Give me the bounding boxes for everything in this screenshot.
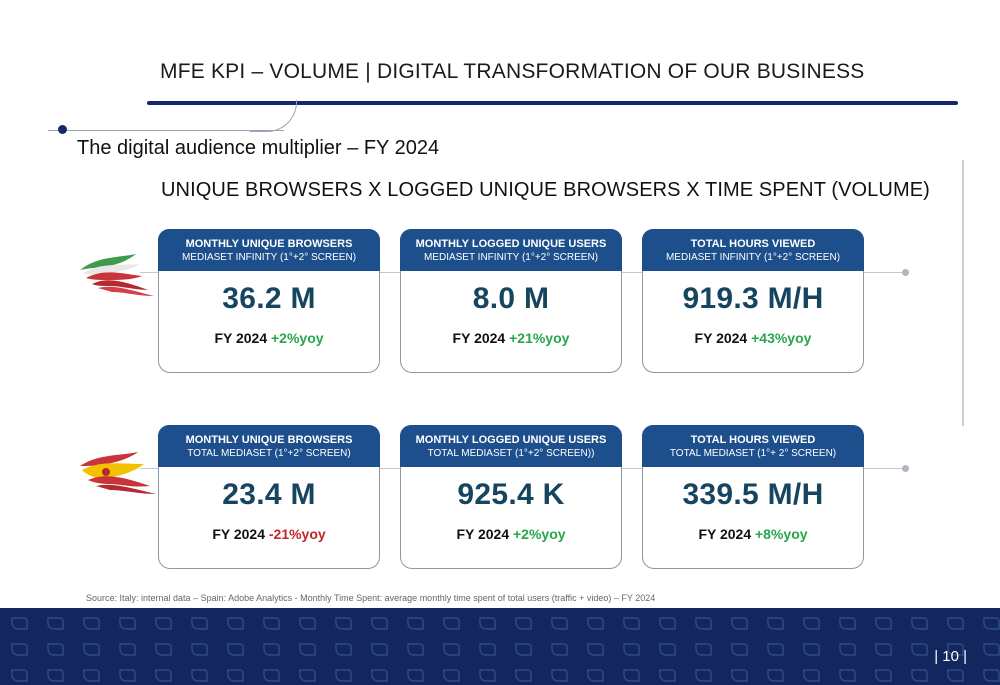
kpi-card-change: +43%yoy [751, 330, 812, 346]
kpi-card-header: MONTHLY UNIQUE BROWSERS MEDIASET INFINIT… [158, 229, 380, 271]
kpi-card: MONTHLY UNIQUE BROWSERS MEDIASET INFINIT… [158, 229, 380, 373]
section-title: UNIQUE BROWSERS X LOGGED UNIQUE BROWSERS… [161, 179, 930, 201]
kpi-card-header: TOTAL HOURS VIEWED TOTAL MEDIASET (1°+ 2… [642, 425, 864, 467]
kpi-card-scope: MEDIASET INFINITY (1°+2° SCREEN) [181, 251, 357, 263]
kpi-card-value: 925.4 K [457, 478, 565, 511]
kpi-card-change-line: FY 2024 +2%yoy [401, 526, 621, 542]
kpi-card-value: 8.0 M [472, 282, 550, 315]
kpi-card-period: FY 2024 [214, 330, 268, 346]
kpi-card-period: FY 2024 [694, 330, 748, 346]
kpi-card-value: 339.5 M/H [682, 478, 824, 511]
kpi-card-period: FY 2024 [456, 526, 510, 542]
kpi-card-scope: TOTAL MEDIASET (1°+2° SCREEN) [187, 447, 351, 459]
kpi-card-change-line: FY 2024 -21%yoy [159, 526, 379, 542]
kpi-card-change-line: FY 2024 +43%yoy [643, 330, 863, 346]
kpi-card-header: MONTHLY UNIQUE BROWSERS TOTAL MEDIASET (… [158, 425, 380, 467]
decorative-arc [250, 100, 297, 132]
spain-flag-icon [80, 452, 156, 494]
kpi-card: MONTHLY UNIQUE BROWSERS TOTAL MEDIASET (… [158, 425, 380, 569]
kpi-card-change-line: FY 2024 +21%yoy [401, 330, 621, 346]
kpi-card-title: MONTHLY UNIQUE BROWSERS [185, 237, 353, 250]
kpi-card-change: +21%yoy [509, 330, 570, 346]
kpi-card-scope: TOTAL MEDIASET (1°+2° SCREEN)) [427, 447, 595, 459]
kpi-card-value: 36.2 M [222, 282, 316, 315]
kpi-card-value: 919.3 M/H [682, 282, 824, 315]
kpi-card-period: FY 2024 [452, 330, 506, 346]
kpi-card: TOTAL HOURS VIEWED TOTAL MEDIASET (1°+ 2… [642, 425, 864, 569]
decorative-line [48, 130, 284, 131]
kpi-card-title: TOTAL HOURS VIEWED [690, 237, 816, 250]
title-underline [147, 101, 958, 105]
kpi-card: TOTAL HOURS VIEWED MEDIASET INFINITY (1°… [642, 229, 864, 373]
kpi-card-scope: TOTAL MEDIASET (1°+ 2° SCREEN) [669, 447, 837, 459]
vertical-divider [962, 160, 964, 426]
kpi-card-change-line: FY 2024 +8%yoy [643, 526, 863, 542]
kpi-card-title: MONTHLY LOGGED UNIQUE USERS [415, 237, 607, 250]
slide-subtitle: The digital audience multiplier – FY 202… [77, 137, 440, 159]
kpi-card-header: MONTHLY LOGGED UNIQUE USERS MEDIASET INF… [400, 229, 622, 271]
source-note: Source: Italy: internal data – Spain: Ad… [86, 593, 656, 603]
kpi-card: MONTHLY LOGGED UNIQUE USERS MEDIASET INF… [400, 229, 622, 373]
kpi-card-header: MONTHLY LOGGED UNIQUE USERS TOTAL MEDIAS… [400, 425, 622, 467]
kpi-card-change: +2%yoy [271, 330, 324, 346]
kpi-card-period: FY 2024 [698, 526, 752, 542]
footer-band [0, 608, 1000, 685]
kpi-card-period: FY 2024 [212, 526, 265, 542]
row-end-dot-icon [902, 269, 909, 276]
row-end-dot-icon [902, 465, 909, 472]
kpi-card-change: +2%yoy [513, 526, 566, 542]
bullet-dot-icon [58, 125, 67, 134]
kpi-card-scope: MEDIASET INFINITY (1°+2° SCREEN) [423, 251, 599, 263]
kpi-card-title: MONTHLY UNIQUE BROWSERS [185, 433, 353, 446]
kpi-card-change: -21%yoy [268, 526, 326, 542]
kpi-card-value: 23.4 M [222, 478, 316, 511]
footer-pattern-icon [0, 608, 1000, 685]
kpi-card-title: MONTHLY LOGGED UNIQUE USERS [415, 433, 607, 446]
kpi-card-title: TOTAL HOURS VIEWED [690, 433, 816, 446]
page-number: | 10 | [934, 648, 967, 665]
kpi-card-scope: MEDIASET INFINITY (1°+2° SCREEN) [665, 251, 841, 263]
slide-title: MFE KPI – VOLUME | DIGITAL TRANSFORMATIO… [160, 60, 865, 83]
kpi-card-change-line: FY 2024 +2%yoy [159, 330, 379, 346]
kpi-card-header: TOTAL HOURS VIEWED MEDIASET INFINITY (1°… [642, 229, 864, 271]
kpi-card-change: +8%yoy [755, 526, 808, 542]
kpi-card: MONTHLY LOGGED UNIQUE USERS TOTAL MEDIAS… [400, 425, 622, 569]
italy-flag-icon [80, 254, 154, 296]
